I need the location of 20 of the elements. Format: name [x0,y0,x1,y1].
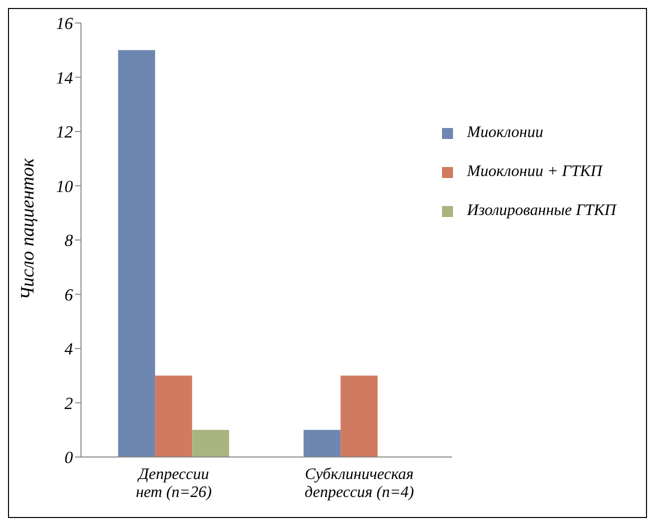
y-axis-title: Число пациенток [18,157,39,300]
bar [192,430,230,457]
bar [118,50,156,457]
bar [304,430,341,457]
y-tick-label: 4 [64,340,74,359]
legend-label: Миоклонии [467,124,544,142]
bar [340,376,378,457]
legend-label: Миоклонии + ГТКП [467,163,602,181]
x-tick-label: Депрессии нет (n=26) [136,466,212,501]
y-tick-label: 8 [64,231,74,250]
y-tick-label: 2 [64,394,74,413]
y-tick-label: 16 [56,14,74,34]
y-tick-label: 12 [56,122,74,142]
y-tick-label: 10 [56,176,74,196]
y-tick-label: 0 [64,448,74,468]
x-tick-label: Субклиническая депрессия (n=4) [304,466,414,501]
legend-label: Изолированные ГТКП [467,202,616,220]
bar [155,376,192,457]
y-tick-label: 6 [64,285,74,304]
y-tick-label: 14 [56,68,74,88]
